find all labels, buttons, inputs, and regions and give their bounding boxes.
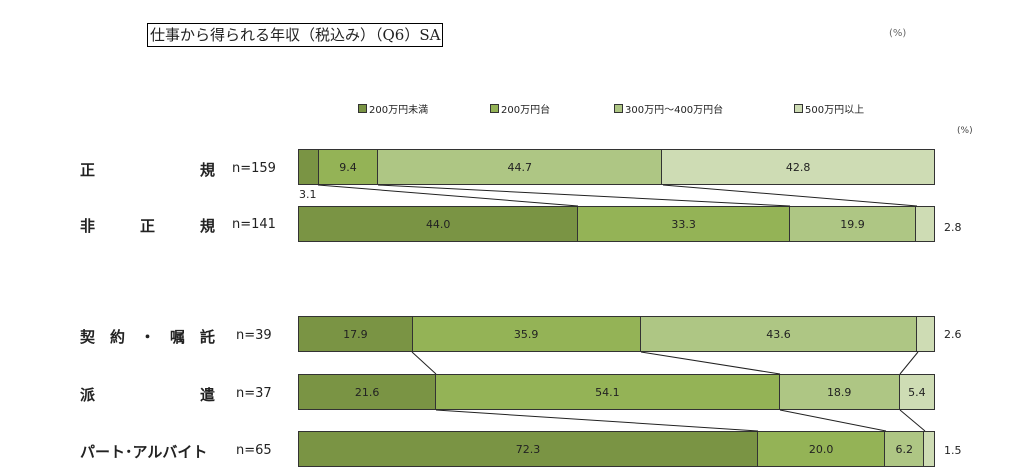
value-label-contract-500-plus: 2.6 [944, 328, 962, 341]
segment-300-400s: 19.9 [789, 207, 917, 241]
segment-500-plus [924, 432, 934, 466]
row-n-part-time: n=65 [236, 443, 272, 458]
segment-300-400s: 6.2 [885, 432, 925, 466]
row-label-non-regular: 非正規 [80, 217, 215, 235]
legend-label: 200万円未満 [369, 105, 429, 116]
row-n-regular: n=159 [232, 161, 276, 176]
segment-under-200 [299, 150, 319, 184]
value-label-non-regular-500-plus: 2.8 [944, 221, 962, 234]
bar-non-regular: 44.0 33.3 19.9 [298, 206, 935, 242]
bar-contract: 17.9 35.9 43.6 [298, 316, 935, 352]
legend-swatch-icon [490, 104, 499, 113]
segment-500-plus: 5.4 [899, 375, 934, 409]
legend-label: 500万円以上 [805, 105, 865, 116]
row-n-contract: n=39 [236, 328, 272, 343]
bar-dispatch: 21.6 54.1 18.9 5.4 [298, 374, 935, 410]
segment-under-200: 72.3 [299, 432, 759, 466]
legend-item-500-plus: 500万円以上 [794, 101, 864, 116]
segment-500-plus: 42.8 [662, 150, 934, 184]
segment-200s: 9.4 [318, 150, 379, 184]
segment-200s: 54.1 [436, 375, 780, 409]
segment-under-200: 44.0 [299, 207, 579, 241]
legend-item-300-400s: 300万円～400万円台 [614, 101, 723, 116]
row-label-regular: 正規 [80, 161, 215, 179]
segment-300-400s: 44.7 [378, 150, 663, 184]
row-label-dispatch: 派遣 [80, 386, 215, 404]
segment-under-200: 21.6 [299, 375, 437, 409]
row-n-dispatch: n=37 [236, 386, 272, 401]
row-n-non-regular: n=141 [232, 217, 276, 232]
value-label-regular-under-200: 3.1 [299, 188, 317, 201]
legend-swatch-icon [794, 104, 803, 113]
segment-200s: 33.3 [578, 207, 790, 241]
row-label-contract: 契約・嘱託 [80, 328, 215, 346]
legend-item-200s: 200万円台 [490, 101, 550, 116]
legend-label: 200万円台 [501, 105, 551, 116]
legend-swatch-icon [358, 104, 367, 113]
unit-label-top: (%) [889, 28, 907, 39]
legend-swatch-icon [614, 104, 623, 113]
segment-under-200: 17.9 [299, 317, 413, 351]
segment-200s: 20.0 [758, 432, 886, 466]
legend-label: 300万円～400万円台 [625, 105, 724, 116]
segment-300-400s: 18.9 [779, 375, 900, 409]
bar-part-time: 72.3 20.0 6.2 [298, 431, 935, 467]
chart-title: 仕事から得られる年収（税込み）（Q6）SA [147, 23, 444, 47]
row-label-part-time: パート･アルバイト [80, 443, 208, 461]
bar-regular: 9.4 44.7 42.8 [298, 149, 935, 185]
segment-300-400s: 43.6 [640, 317, 918, 351]
unit-label-axis: (%) [957, 126, 973, 136]
value-label-part-time-500-plus: 1.5 [944, 444, 962, 457]
legend-item-under-200: 200万円未満 [358, 101, 428, 116]
segment-200s: 35.9 [412, 317, 641, 351]
segment-500-plus [916, 207, 934, 241]
segment-500-plus [917, 317, 934, 351]
